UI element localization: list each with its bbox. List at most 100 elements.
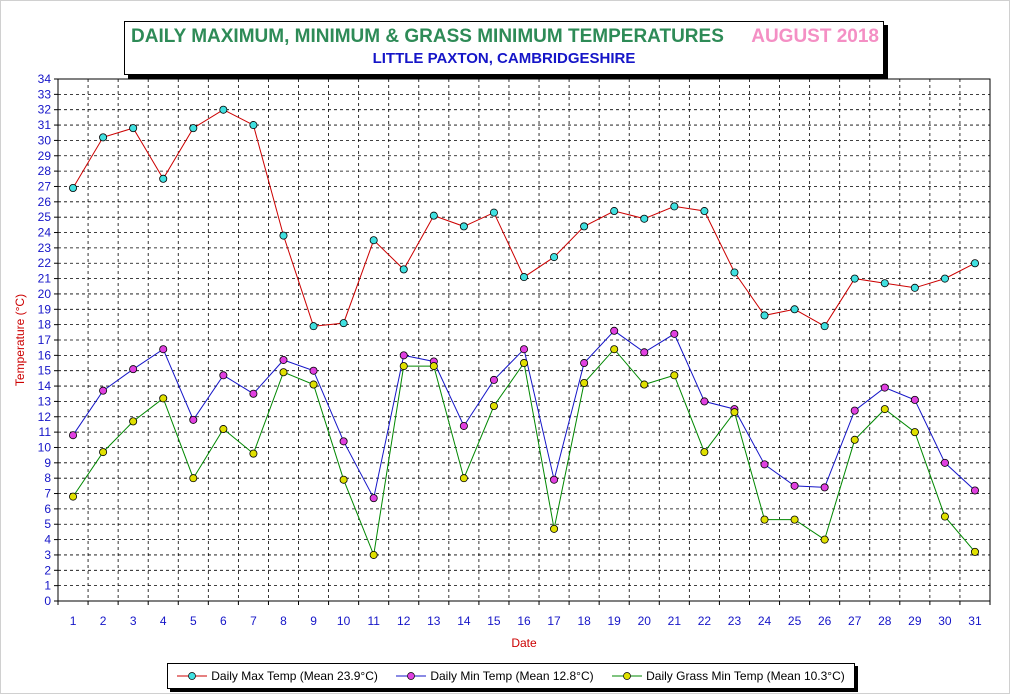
point-min [399,351,408,360]
point-max [520,273,529,282]
point-grass [369,550,378,559]
point-max [309,322,318,331]
x-tick-label: 20 [638,614,652,628]
point-grass [459,474,468,483]
y-tick-label: 1 [44,579,51,593]
legend-swatch-grass [612,672,643,680]
y-tick-label: 12 [38,410,52,424]
x-tick-label: 4 [160,614,167,628]
y-tick-label: 0 [44,594,51,608]
point-min [670,329,679,338]
point-min [640,348,649,357]
point-min [550,475,559,484]
point-max [670,202,679,211]
y-tick-label: 3 [44,548,51,562]
y-tick-label: 8 [44,471,51,485]
legend-item-max: Daily Max Temp (Mean 23.9°C) [177,669,378,683]
legend-item-grass: Daily Grass Min Temp (Mean 10.3°C) [612,669,845,683]
x-tick-label: 28 [878,614,892,628]
point-grass [129,417,138,426]
y-tick-label: 15 [38,364,52,378]
x-tick-label: 9 [310,614,317,628]
y-tick-label: 10 [38,440,52,454]
x-tick-label: 25 [788,614,802,628]
y-tick-label: 25 [38,210,52,224]
legend-label-max: Daily Max Temp (Mean 23.9°C) [211,669,378,683]
y-tick-label: 33 [38,87,52,101]
chart-title-date: AUGUST 2018 [751,26,879,47]
point-grass [940,512,949,521]
x-tick-label: 18 [577,614,591,628]
y-tick-label: 18 [38,318,52,332]
x-tick-label: 1 [70,614,77,628]
legend-label-grass: Daily Grass Min Temp (Mean 10.3°C) [646,669,845,683]
y-tick-label: 4 [44,533,51,547]
title-box: DAILY MAXIMUM, MINIMUM & GRASS MINIMUM T… [124,21,884,75]
point-max [850,274,859,283]
x-tick-label: 7 [250,614,257,628]
point-max [730,268,739,277]
x-tick-label: 21 [668,614,682,628]
x-tick-label: 22 [698,614,712,628]
x-tick-label: 13 [427,614,441,628]
point-min [339,437,348,446]
point-grass [99,448,108,457]
x-tick-label: 6 [220,614,227,628]
point-min [700,397,709,406]
point-max [369,236,378,245]
point-max [129,124,138,133]
point-grass [279,368,288,377]
point-min [580,359,589,368]
point-max [339,319,348,328]
point-grass [550,524,559,533]
x-tick-label: 27 [848,614,862,628]
point-min [309,366,318,375]
y-tick-label: 34 [38,72,52,86]
point-max [700,207,709,216]
x-tick-label: 2 [100,614,107,628]
point-grass [249,449,258,458]
point-max [249,121,258,130]
point-min [129,365,138,374]
point-min [159,345,168,354]
x-tick-label: 3 [130,614,137,628]
point-max [970,259,979,268]
point-max [489,208,498,217]
y-tick-label: 6 [44,502,51,516]
point-grass [910,428,919,437]
point-grass [670,371,679,380]
x-tick-label: 10 [337,614,351,628]
point-max [159,174,168,183]
point-min [459,421,468,430]
point-min [970,486,979,495]
x-axis-title: Date [511,636,537,650]
x-tick-label: 8 [280,614,287,628]
point-max [399,265,408,274]
point-min [489,375,498,384]
y-axis-title: Temperature (°C) [13,294,27,386]
y-tick-label: 13 [38,394,52,408]
y-tick-label: 2 [44,563,51,577]
point-max [429,211,438,220]
y-tick-label: 27 [38,179,52,193]
x-tick-label: 29 [908,614,922,628]
y-tick-label: 26 [38,195,52,209]
point-max [219,105,228,114]
point-grass [760,515,769,524]
point-grass [429,362,438,371]
point-min [820,483,829,492]
chart-subtitle: LITTLE PAXTON, CAMBRIDGESHIRE [372,50,636,67]
point-min [189,415,198,424]
point-max [279,231,288,240]
x-tick-label: 31 [968,614,982,628]
point-max [820,322,829,331]
y-tick-label: 31 [38,118,52,132]
point-min [520,345,529,354]
point-grass [820,535,829,544]
point-grass [219,425,228,434]
x-tick-label: 26 [818,614,832,628]
y-tick-label: 24 [38,226,52,240]
point-max [910,283,919,292]
x-tick-label: 14 [457,614,471,628]
